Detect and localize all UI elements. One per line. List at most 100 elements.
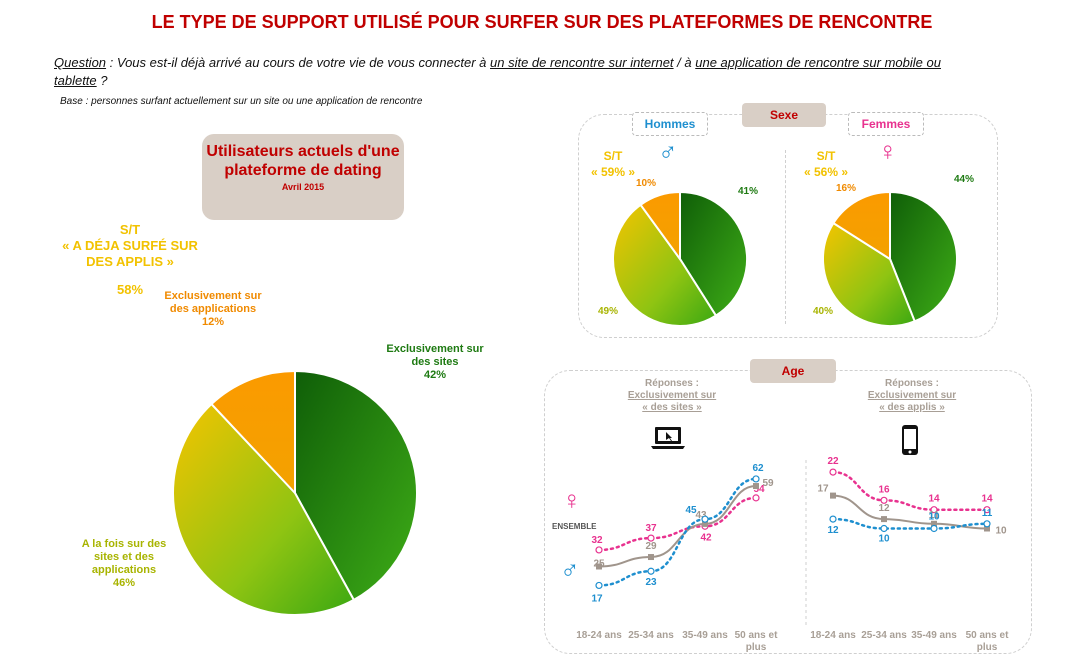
age-left-title-1: Réponses :	[645, 378, 699, 389]
age-sites-point-ensemble	[648, 554, 654, 561]
smartphone-icon	[902, 425, 918, 455]
age-right-title-3: « des applis »	[879, 402, 945, 413]
question-sep: / à	[673, 55, 696, 70]
st-main-value: 58%	[116, 282, 144, 297]
age-apps-value-label: 14	[928, 494, 940, 505]
age-right-title-1: Réponses :	[885, 378, 939, 389]
femmes-pct-both: 40%	[813, 306, 834, 317]
main-pie-chart	[172, 369, 418, 616]
age-apps-point-femmes	[880, 496, 888, 504]
age-sites-tick-label: plus	[746, 642, 767, 653]
age-sites-value-label: 43	[695, 510, 707, 521]
age-sites-value-label: 42	[700, 532, 712, 543]
label-apps: Exclusivement sur des applications 12%	[158, 290, 268, 329]
age-sites-value-label: 59	[762, 478, 774, 489]
age-female-icon: ♀	[562, 485, 582, 515]
age-apps-point-hommes	[880, 524, 888, 533]
age-apps-value-label: 12	[878, 503, 890, 514]
sexe-divider	[785, 150, 786, 324]
femmes-pct-sites: 44%	[954, 174, 975, 185]
age-apps-tick-label: 35-49 ans	[911, 630, 957, 641]
label-both: A la fois sur des sites et des applicati…	[70, 538, 178, 590]
age-apps-point-femmes	[983, 506, 991, 514]
age-sites-value-label: 17	[591, 593, 603, 604]
age-apps-point-hommes	[829, 515, 837, 523]
age-left-title: Réponses : Exclusivement sur « des sites…	[612, 378, 732, 414]
question-label: Question	[54, 55, 107, 70]
label-both-pct: 46%	[112, 577, 136, 589]
st-main: S/T « A DÉJA SURFÉ SUR DES APPLIS » 58%	[60, 222, 200, 298]
age-male-icon: ♂	[560, 554, 580, 584]
users-box: Utilisateurs actuels d'une plateforme de…	[202, 134, 404, 220]
male-symbol-icon: ♂	[658, 136, 678, 166]
age-apps-line-femmes	[831, 470, 989, 511]
page-title: LE TYPE DE SUPPORT UTILISÉ POUR SURFER S…	[151, 12, 933, 32]
hommes-pct-both: 49%	[598, 306, 619, 317]
age-apps-tick-label: 18-24 ans	[810, 630, 856, 641]
age-sites-point-ensemble	[753, 483, 759, 490]
age-sites-point-femmes	[647, 534, 655, 542]
age-sites-point-femmes	[752, 494, 760, 502]
femmes-pie-slice-both	[822, 221, 916, 327]
age-apps-point-ensemble	[931, 520, 937, 527]
age-apps-point-ensemble	[984, 525, 990, 532]
label-apps-pct: 12%	[201, 316, 225, 328]
age-sites-tick-label: 35-49 ans	[682, 630, 728, 641]
st-hommes: S/T « 59% »	[585, 148, 641, 180]
age-sites-value-label: 37	[645, 523, 657, 534]
age-apps-point-femmes	[829, 468, 837, 476]
ensemble-label: ENSEMBLE	[552, 522, 597, 531]
age-tag: Age	[750, 359, 836, 383]
age-apps-point-hommes	[983, 520, 991, 528]
main-pie-slice-apps	[210, 369, 296, 496]
hommes-pct-sites: 41%	[738, 186, 759, 197]
age-apps-tick-label: 25-34 ans	[861, 630, 907, 641]
age-apps-value-label: 12	[827, 525, 839, 536]
users-box-date: Avril 2015	[281, 182, 325, 192]
question-link-apps: une application de rencontre sur mobile …	[54, 55, 941, 88]
age-sites-value-label: 23	[645, 577, 657, 588]
age-sites-point-ensemble	[702, 520, 708, 527]
age-apps-value-label: 16	[878, 484, 890, 495]
age-apps-value-label: 22	[827, 456, 839, 467]
age-apps-line-hommes	[831, 517, 989, 530]
age-apps-point-femmes	[930, 506, 938, 514]
age-apps-value-label: 10	[878, 534, 890, 545]
age-sites-value-label: 62	[752, 463, 764, 474]
age-apps-value-label: 14	[981, 494, 993, 505]
hommes-label: Hommes	[632, 112, 708, 136]
age-sites-tick-label: 50 ans et	[735, 630, 778, 641]
age-sites-value-label: 32	[591, 535, 603, 546]
label-both-text: A la fois sur des sites et des applicati…	[81, 538, 167, 576]
age-right-title: Réponses : Exclusivement sur « des appli…	[852, 378, 972, 414]
age-line-charts: 32 37 42 54 25 29 43 59 17 23 45 62 18-24 ans 25-34 a…	[576, 456, 1009, 653]
age-right-title-2: Exclusivement sur	[867, 390, 957, 401]
hommes-pie-slice-apps	[639, 190, 681, 263]
st-femmes-value: « 56% »	[803, 165, 849, 179]
age-apps-value-label: 17	[817, 484, 829, 495]
age-sites-tick-label: 25-34 ans	[628, 630, 674, 641]
age-sites-line-hommes	[597, 477, 758, 587]
hommes-pct-apps: 10%	[636, 178, 657, 189]
age-apps-value-label: 11	[929, 510, 940, 521]
age-apps-value-label: 10	[928, 512, 940, 523]
age-sites-value-label: 54	[753, 484, 765, 495]
age-apps-tick-label: 50 ans et	[966, 630, 1009, 641]
age-sites-value-label: 29	[645, 541, 657, 552]
female-symbol-icon: ♀	[878, 136, 898, 166]
sexe-tag: Sexe	[742, 103, 826, 127]
age-sites-line-femmes	[597, 496, 758, 552]
age-sites-point-hommes	[647, 567, 655, 575]
age-apps-value-label: 11	[982, 508, 993, 519]
label-sites-text: Exclusivement sur des sites	[386, 343, 484, 368]
hommes-pie-slice-both	[612, 203, 718, 327]
label-apps-text: Exclusivement sur des applications	[164, 290, 262, 315]
age-sites-point-hommes	[595, 581, 603, 590]
age-left-title-3: « des sites »	[642, 402, 702, 413]
label-sites: Exclusivement sur des sites 42%	[385, 343, 485, 382]
main-pie-slice-both	[172, 402, 356, 616]
st-femmes-label: S/T	[816, 149, 836, 163]
age-apps-tick-label: plus	[977, 642, 998, 653]
label-sites-pct: 42%	[423, 369, 447, 381]
age-sites-value-label: 45	[685, 505, 697, 516]
